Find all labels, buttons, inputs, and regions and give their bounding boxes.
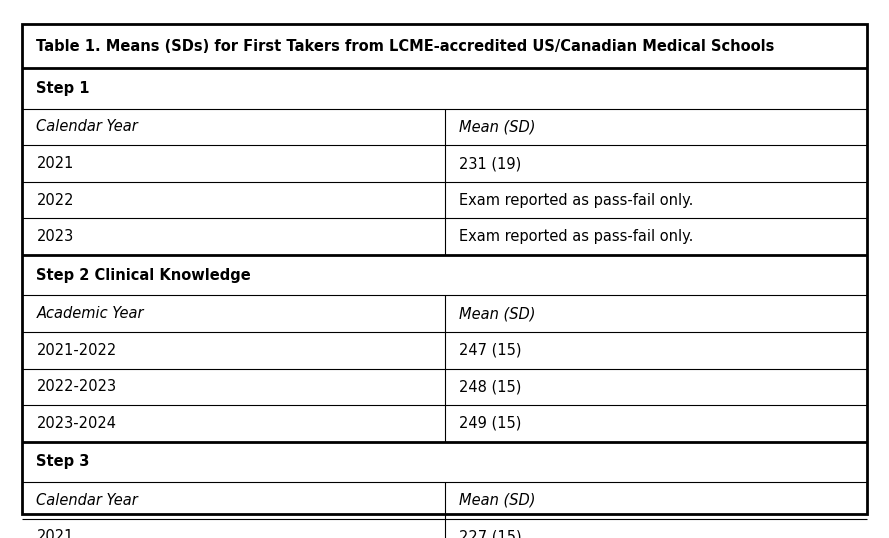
Text: Calendar Year: Calendar Year <box>36 493 138 508</box>
Text: 2021-2022: 2021-2022 <box>36 343 116 358</box>
Text: 227 (15): 227 (15) <box>459 529 521 538</box>
Text: Mean (SD): Mean (SD) <box>459 306 535 321</box>
Text: Exam reported as pass-fail only.: Exam reported as pass-fail only. <box>459 193 693 208</box>
Text: 247 (15): 247 (15) <box>459 343 521 358</box>
Text: 2021: 2021 <box>36 156 74 171</box>
Text: Calendar Year: Calendar Year <box>36 119 138 134</box>
Text: Step 3: Step 3 <box>36 455 90 469</box>
Text: Exam reported as pass-fail only.: Exam reported as pass-fail only. <box>459 229 693 244</box>
Text: 2022-2023: 2022-2023 <box>36 379 116 394</box>
Text: Mean (SD): Mean (SD) <box>459 119 535 134</box>
Text: 248 (15): 248 (15) <box>459 379 521 394</box>
Text: Academic Year: Academic Year <box>36 306 144 321</box>
Text: 2021: 2021 <box>36 529 74 538</box>
Text: 2022: 2022 <box>36 193 74 208</box>
Text: 231 (19): 231 (19) <box>459 156 521 171</box>
Text: Table 1. Means (SDs) for First Takers from LCME-accredited US/Canadian Medical S: Table 1. Means (SDs) for First Takers fr… <box>36 39 775 54</box>
Text: Mean (SD): Mean (SD) <box>459 493 535 508</box>
Text: Step 1: Step 1 <box>36 81 90 96</box>
Text: 249 (15): 249 (15) <box>459 416 521 431</box>
Text: 2023-2024: 2023-2024 <box>36 416 116 431</box>
Text: Step 2 Clinical Knowledge: Step 2 Clinical Knowledge <box>36 268 252 282</box>
Text: 2023: 2023 <box>36 229 74 244</box>
